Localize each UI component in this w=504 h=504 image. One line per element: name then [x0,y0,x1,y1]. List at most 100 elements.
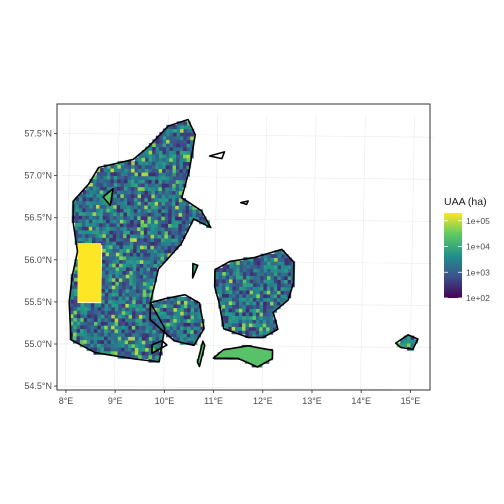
uaa-cell [228,289,233,295]
uaa-cell [114,303,119,308]
uaa-cell [130,201,135,206]
uaa-cell [93,321,98,326]
uaa-cell [129,259,134,264]
uaa-cell [137,223,141,228]
uaa-cell [97,343,101,348]
uaa-cell [127,175,132,180]
uaa-cell [86,332,91,337]
uaa-cell [249,293,254,298]
uaa-cell [130,212,135,217]
uaa-cell [141,175,146,180]
uaa-cell [99,208,104,213]
uaa-cell [169,128,174,133]
uaa-cell [187,315,191,320]
uaa-cell [122,277,127,282]
uaa-cell [127,201,131,206]
uaa-cell [134,179,139,184]
uaa-cell [229,271,233,276]
uaa-cell [162,154,167,159]
uaa-cell [259,319,264,324]
uaa-cell [162,132,167,137]
uaa-cell [151,201,155,206]
uaa-cell [222,282,226,287]
uaa-cell [232,275,237,280]
uaa-cell [109,230,114,235]
uaa-cell [273,297,278,302]
uaa-cell [167,241,172,246]
uaa-cell [70,299,75,304]
uaa-cell [269,304,274,310]
uaa-cell [253,264,258,269]
uaa-cell [99,204,104,209]
uaa-cell [89,178,94,183]
uaa-cell [81,229,86,235]
uaa-cell [146,278,151,283]
uaa-cell [159,303,164,308]
uaa-cell [218,297,223,302]
uaa-cell [143,256,148,261]
uaa-cell [104,336,108,341]
uaa-cell [273,279,278,284]
uaa-cell [103,189,107,195]
uaa-cell [167,234,172,239]
uaa-cell [128,307,133,312]
uaa-cell [145,336,150,341]
uaa-cell [88,215,93,220]
uaa-cell [154,197,159,202]
uaa-cell [93,336,98,341]
uaa-cell [127,179,132,184]
uaa-cell [97,336,101,341]
uaa-cell [287,283,292,288]
uaa-cell [152,343,156,349]
uaa-cell [256,268,261,273]
x-tick-label: 11°E [204,396,223,406]
uaa-cell [158,179,163,184]
uaa-cell [90,339,94,344]
uaa-cell [152,329,157,334]
uaa-cell [139,289,144,294]
uaa-cell [141,332,146,338]
uaa-cell [100,347,105,352]
uaa-cell [122,252,127,257]
uaa-cell [137,201,142,206]
uaa-cell [145,314,150,319]
uaa-cell [182,179,187,184]
uaa-cell [113,204,118,209]
uaa-cell [136,256,141,261]
uaa-cell [80,324,84,330]
uaa-cell [78,237,83,242]
plot-border [56,103,431,391]
uaa-cell [134,175,139,180]
uaa-cell [150,256,155,261]
uaa-cell [104,306,109,312]
uaa-cell [116,233,120,239]
uaa-cell [133,201,138,206]
uaa-cell [135,310,140,316]
uaa-cell [169,135,174,140]
uaa-cell [238,330,243,335]
uaa-cell [111,317,116,323]
uaa-cell [174,227,179,232]
uaa-cell [77,303,81,308]
y-tick-label: 55.0°N [24,339,52,349]
uaa-cell [159,311,164,316]
uaa-cell [111,307,116,312]
uaa-cell [122,281,127,286]
uaa-cell [166,318,171,323]
grid-line-lon [212,113,219,397]
uaa-cell [138,347,143,352]
uaa-cell [108,303,112,308]
uaa-cell [135,321,140,326]
uaa-cell [269,301,274,306]
uaa-cell [106,171,111,176]
uaa-cell [179,165,184,170]
uaa-cell [103,168,108,173]
uaa-cell [266,301,271,306]
uaa-cell [260,257,265,262]
uaa-cell [128,292,133,297]
uaa-cell [142,278,147,283]
uaa-cell [272,326,277,332]
uaa-cell [92,226,96,231]
uaa-cell [90,303,95,308]
uaa-cell [124,351,129,356]
